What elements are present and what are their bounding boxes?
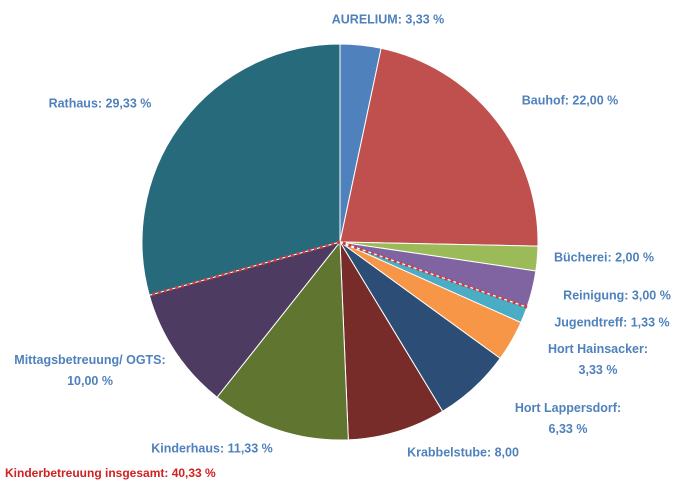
data-label: Bauhof: 22,00 % <box>521 93 619 108</box>
pie-slice <box>141 43 341 296</box>
data-label: Jugendtreff: 1,33 % <box>554 315 670 330</box>
group-separator <box>148 240 528 309</box>
data-label: Kinderhaus: 11,33 % <box>151 441 273 456</box>
data-label: Hort Lappersdorf: 6,33 % <box>514 401 622 436</box>
data-label: Hort Hainsacker: 3,33 % <box>547 342 649 377</box>
pie-slice <box>148 241 342 398</box>
data-label: Mittagsbetreuung/ OGTS: 10,00 % <box>14 353 166 388</box>
data-label: Rathaus: 29,33 % <box>48 96 152 111</box>
pie-slice <box>339 47 539 247</box>
pie-slice <box>339 241 444 441</box>
data-label: Bücherei: 2,00 % <box>553 250 655 265</box>
pie-slice <box>216 240 349 441</box>
annotation: Kinderbetreuung insgesamt: 40,33 % <box>5 466 216 480</box>
data-label: Krabbelstube: 8,00 <box>407 445 519 460</box>
data-label: AURELIUM: 3,33 % <box>331 12 445 27</box>
data-label: Reinigung: 3,00 % <box>563 288 671 303</box>
